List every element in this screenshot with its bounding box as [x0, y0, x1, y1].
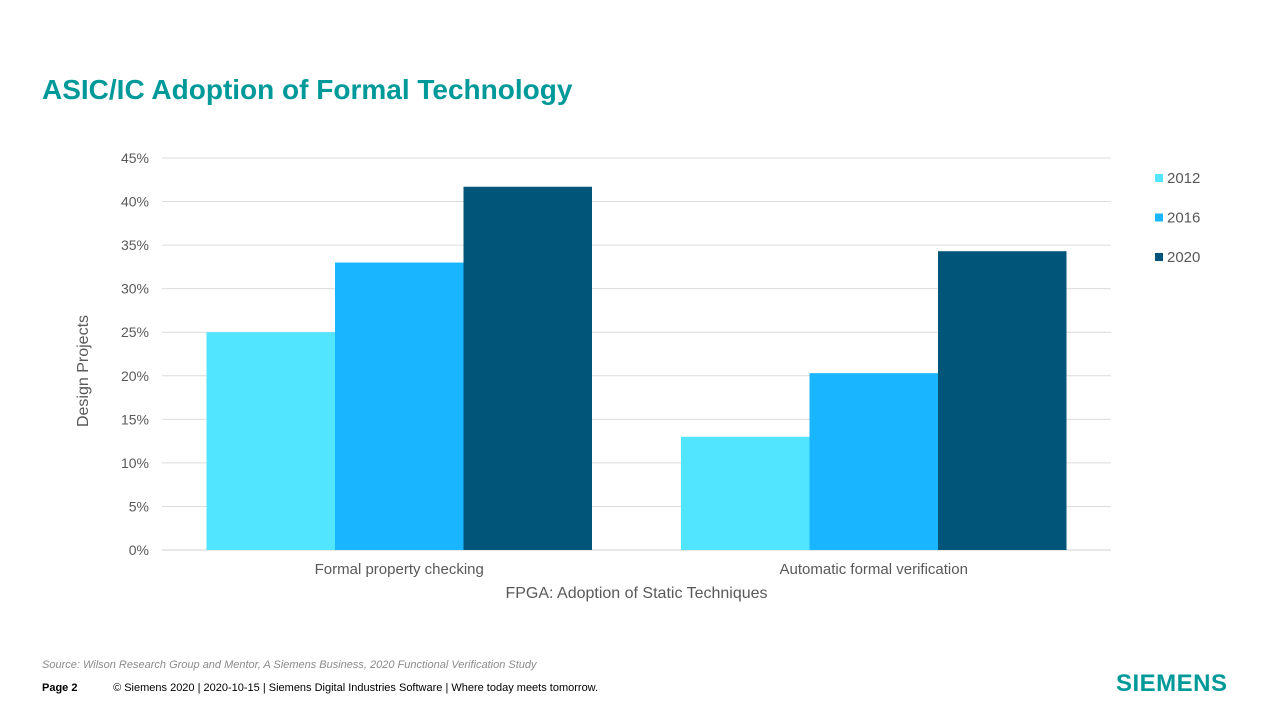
y-tick-label: 20%: [121, 368, 149, 384]
footer: Page 2 © Siemens 2020 | 2020-10-15 | Sie…: [42, 682, 598, 694]
y-tick-label: 45%: [121, 150, 149, 166]
y-tick-label: 35%: [121, 237, 149, 253]
y-tick-label: 10%: [121, 455, 149, 471]
slide-title: ASIC/IC Adoption of Formal Technology: [42, 74, 573, 105]
bar: [681, 436, 810, 550]
bar: [335, 262, 464, 550]
x-tick-label: Automatic formal verification: [780, 561, 968, 578]
legend-swatch: [1155, 253, 1163, 261]
x-tick-label: Formal property checking: [315, 561, 484, 578]
legend-label: 2016: [1167, 210, 1200, 227]
siemens-logo: SIEMENS: [1116, 670, 1228, 697]
x-axis-title: FPGA: Adoption of Static Techniques: [505, 585, 767, 602]
y-tick-label: 25%: [121, 324, 149, 340]
legend-label: 2012: [1167, 170, 1200, 187]
footer-text: © Siemens 2020 | 2020-10-15 | Siemens Di…: [113, 682, 599, 694]
legend-swatch: [1155, 213, 1163, 222]
y-tick-label: 40%: [121, 194, 149, 210]
legend-swatch: [1155, 174, 1163, 182]
y-axis-title: Design Projects: [75, 315, 92, 427]
bar: [206, 332, 335, 550]
y-tick-label: 30%: [121, 281, 149, 297]
y-tick-label: 5%: [129, 498, 149, 514]
y-tick-label: 0%: [129, 542, 149, 558]
bar: [938, 251, 1067, 550]
legend-label: 2020: [1167, 249, 1200, 266]
source-note: Source: Wilson Research Group and Mentor…: [42, 659, 537, 671]
page-number: Page 2: [42, 682, 78, 694]
bar-chart: 0% 5% 10% 15% 20% 25% 30% 35% 40% 45% Formal prope…: [75, 150, 1200, 602]
bar: [463, 186, 592, 550]
y-tick-label: 15%: [121, 411, 149, 427]
bar: [809, 373, 938, 550]
